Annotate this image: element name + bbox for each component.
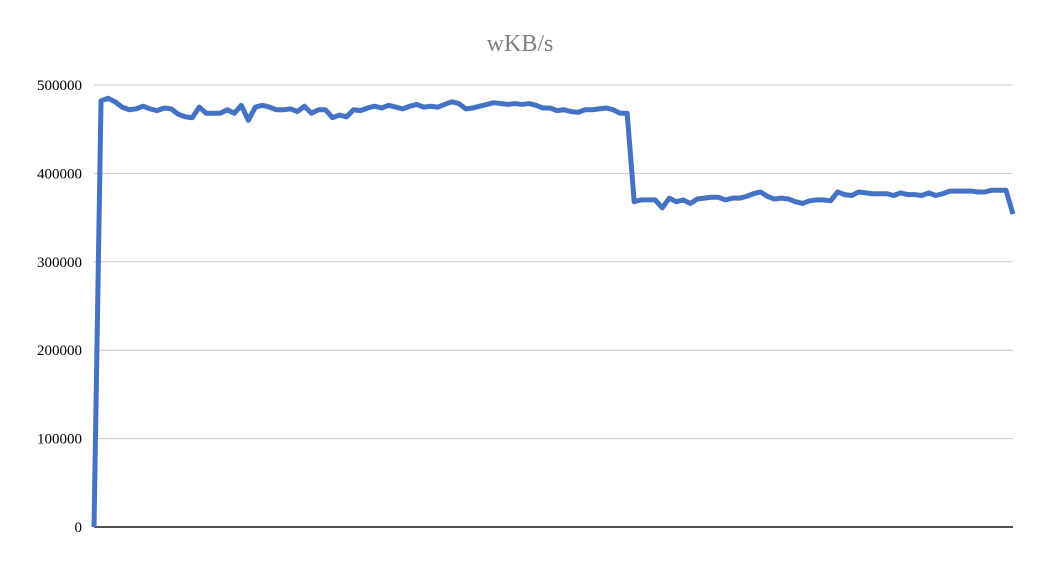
series-line — [91, 95, 1016, 528]
y-tick-label: 300000 — [37, 255, 82, 271]
chart-title: wKB/s — [487, 31, 554, 57]
y-axis-tick-labels: 0 100000 200000 300000 400000 500000 — [37, 78, 82, 536]
y-tick-label: 500000 — [37, 78, 82, 94]
series-layer — [91, 95, 1016, 528]
y-tick-label: 400000 — [37, 166, 82, 182]
gridlines — [94, 84, 1013, 440]
y-tick-label: 0 — [75, 520, 83, 536]
y-tick-label: 200000 — [37, 343, 82, 359]
y-tick-label: 100000 — [37, 432, 82, 448]
